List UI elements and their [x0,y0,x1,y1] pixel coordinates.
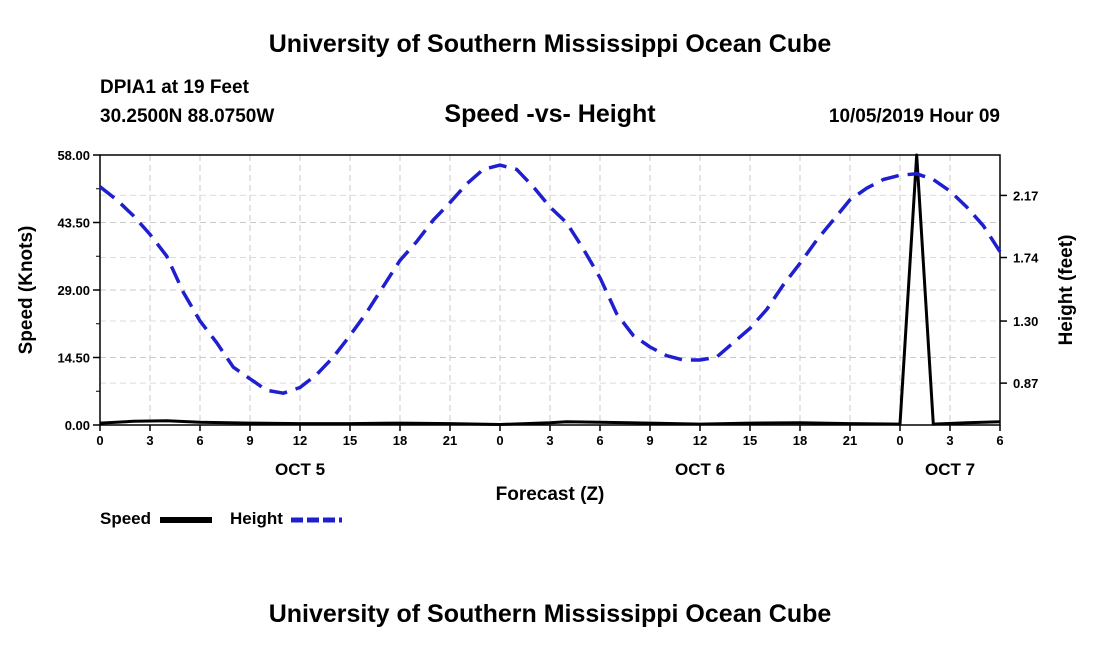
chart-title: Speed -vs- Height [444,100,656,128]
y-left-tick-label: 29.00 [57,283,90,298]
y-left-tick-label: 14.50 [57,351,90,366]
x-tick-label: 6 [596,433,603,448]
station-coords: 30.2500N 88.0750W [100,106,275,127]
plot-frame [99,154,1001,426]
x-tick-label: 3 [946,433,953,448]
legend-height-label: Height [230,509,283,528]
x-tick-label: 9 [646,433,653,448]
y-right-tick-label: 0.87 [1013,376,1038,391]
y-left-tick-label: 0.00 [65,418,90,433]
x-tick-label: 6 [196,433,203,448]
x-tick-label: 12 [293,433,307,448]
y-right-tick-label: 1.30 [1013,314,1038,329]
x-tick-label: 21 [843,433,857,448]
day-label: OCT 7 [925,460,975,479]
x-axis-label: Forecast (Z) [496,484,605,505]
x-tick-label: 18 [393,433,407,448]
x-tick-label: 12 [693,433,707,448]
x-tick-label: 15 [743,433,757,448]
series-line-height [98,163,1002,395]
y-right-tick-label: 1.74 [1013,251,1039,266]
footer-title: University of Southern Mississippi Ocean… [268,600,832,628]
x-tick-label: 0 [496,433,503,448]
y-left-axis-label: Speed (Knots) [16,226,37,355]
y-right-tick-label: 2.17 [1013,188,1038,203]
series-line-speed [99,153,1001,426]
x-tick-label: 3 [146,433,153,448]
forecast-datetime: 10/05/2019 Hour 09 [828,106,1000,127]
x-tick-label: 15 [343,433,357,448]
x-tick-label: 0 [96,433,103,448]
x-tick-label: 9 [246,433,253,448]
x-tick-label: 21 [443,433,457,448]
legend-speed-label: Speed [100,509,152,528]
day-label: OCT 6 [675,460,725,479]
x-tick-label: 18 [793,433,807,448]
x-tick-label: 6 [996,433,1003,448]
x-tick-label: 0 [896,433,903,448]
page-title: University of Southern Mississippi Ocean… [268,30,832,58]
station-name: DPIA1 at 19 Feet [100,77,249,98]
y-right-axis-label: Height (feet) [1056,235,1077,346]
y-left-tick-label: 58.00 [57,148,90,163]
day-label: OCT 5 [275,460,325,479]
y-left-tick-label: 43.50 [57,216,90,231]
x-tick-label: 3 [546,433,553,448]
